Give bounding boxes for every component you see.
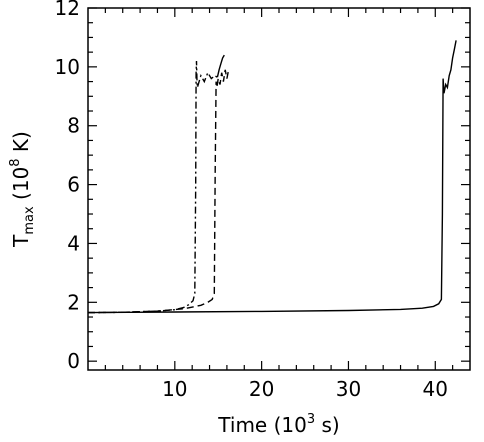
plot-frame [87,7,471,371]
y-tick-label: 6 [67,173,80,197]
y-axis-label-mid: (10 [9,167,33,207]
y-axis-label-sub: max [22,206,37,235]
x-axis-ticks: 10 20 30 40 [104,8,454,401]
y-tick-label: 2 [67,290,80,314]
series-lines [87,40,457,314]
x-tick-label: 40 [423,377,448,401]
y-tick-label: 8 [67,114,80,138]
y-tick-label: 4 [67,231,80,255]
x-tick-label: 30 [336,377,361,401]
series-line-2 [87,69,230,314]
series-line-3 [87,40,457,314]
y-axis-label-base: T [9,234,33,248]
x-axis-label-sup: 3 [307,412,315,427]
y-tick-label: 12 [55,0,80,20]
y-tick-label: 0 [67,349,80,373]
x-axis-label-base: Time (10 [217,413,307,437]
x-tick-label: 20 [249,377,274,401]
y-axis-label-tail: K) [9,131,33,158]
x-axis-label-tail: s) [315,413,340,437]
y-axis-label: Tmax (108 K) [8,131,37,248]
series-line-4 [216,54,225,78]
series-line-1 [87,60,218,314]
y-axis-label-sup: 8 [8,158,23,166]
y-axis-ticks: 0 2 4 6 8 10 12 [55,0,470,373]
y-tick-label: 10 [55,55,80,79]
x-tick-label: 10 [162,377,187,401]
x-axis-label: Time (103 s) [217,412,339,437]
